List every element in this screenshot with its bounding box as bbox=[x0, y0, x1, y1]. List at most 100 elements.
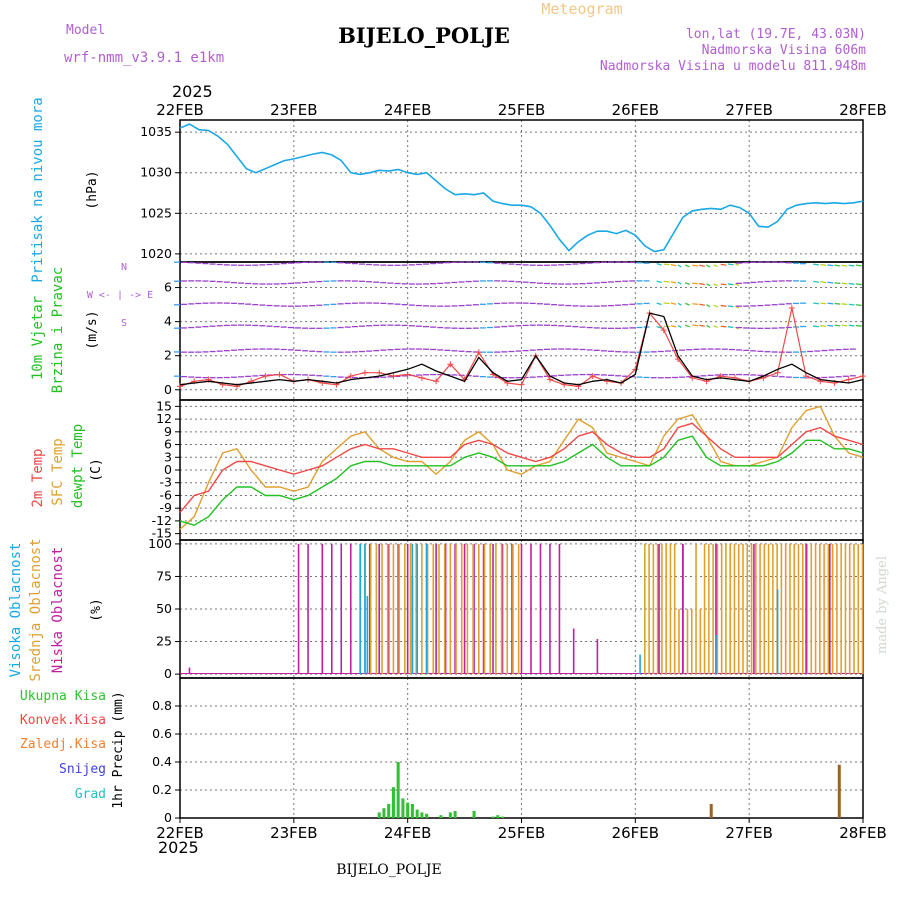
total-rain-bar bbox=[415, 809, 419, 818]
year-top: 2025 bbox=[172, 82, 213, 101]
wind-arrow bbox=[670, 325, 677, 328]
gust-marker bbox=[660, 327, 667, 334]
wind-arrow bbox=[656, 280, 662, 284]
compass-legend: W <- | -> E bbox=[87, 290, 153, 301]
wind-arrow bbox=[827, 264, 834, 267]
total-rain-bar bbox=[410, 804, 414, 818]
wind-ylabel-1: 10m Vjetar bbox=[30, 296, 46, 380]
total-rain-bar bbox=[377, 812, 381, 818]
x-date-top: 25FEB bbox=[498, 101, 545, 119]
wind-arrow bbox=[713, 304, 718, 308]
pressure-unit: (hPa) bbox=[85, 170, 100, 209]
gust-marker bbox=[803, 373, 810, 380]
gust-marker bbox=[518, 381, 525, 388]
gust-marker bbox=[774, 369, 781, 376]
gust-marker bbox=[860, 373, 866, 380]
wind-arrow bbox=[820, 281, 827, 284]
cloud-unit: (%) bbox=[89, 598, 104, 621]
wind-arrow bbox=[827, 324, 834, 327]
wind-arrow bbox=[670, 281, 677, 284]
total-rain-bar bbox=[406, 802, 410, 818]
x-date-top: 26FEB bbox=[612, 101, 659, 119]
y-tick-label: 100 bbox=[148, 536, 172, 551]
y-tick-label: 6 bbox=[164, 437, 172, 452]
wind-arrow bbox=[727, 326, 734, 329]
footer-station: BIJELO_POLJE bbox=[336, 862, 441, 878]
wind-arrow bbox=[841, 324, 848, 327]
total-rain-bar bbox=[425, 813, 429, 818]
legend-hail: Grad bbox=[75, 787, 106, 802]
gust-marker bbox=[433, 378, 440, 385]
y-tick-label: 0.8 bbox=[152, 698, 172, 713]
y-tick-label: 1020 bbox=[140, 246, 172, 261]
y-tick-label: 0 bbox=[164, 382, 172, 397]
x-date-top: 22FEB bbox=[156, 101, 203, 119]
wind-arrow bbox=[699, 324, 705, 327]
y-tick-label: -3 bbox=[160, 475, 172, 490]
temp-unit: (C) bbox=[89, 458, 104, 481]
wind-arrow bbox=[706, 264, 711, 268]
wind-arrow bbox=[677, 281, 682, 285]
wind-arrow bbox=[699, 303, 705, 306]
model-altitude-label: Nadmorska Visina u modelu 811.948m bbox=[600, 59, 866, 74]
legend-conv: Konvek.Kisa bbox=[20, 713, 106, 728]
wind-arrow bbox=[848, 303, 855, 306]
legend-total: Ukupna Kisa bbox=[20, 689, 106, 704]
freezing-rain-bar bbox=[709, 804, 713, 818]
wind-arrow bbox=[848, 282, 855, 285]
model-name: wrf-nmm_v3.9.1 e1km bbox=[64, 50, 224, 66]
wind-arrow bbox=[684, 324, 690, 328]
gust-marker bbox=[404, 371, 411, 378]
wind-arrow bbox=[834, 282, 841, 285]
gust-marker bbox=[376, 369, 383, 376]
wind-arrow bbox=[706, 283, 711, 287]
wind-arrow bbox=[827, 281, 834, 284]
wind-arrow bbox=[699, 282, 705, 286]
wind-arrow bbox=[813, 302, 820, 305]
total-rain-bar bbox=[420, 812, 424, 818]
y-tick-label: 75 bbox=[156, 568, 172, 583]
y-tick-label: -15 bbox=[152, 526, 172, 541]
wind-arrow bbox=[670, 263, 677, 267]
freezing-rain-bar bbox=[837, 764, 841, 818]
gust-marker bbox=[361, 369, 368, 376]
credit-label: made by Angel bbox=[875, 556, 890, 654]
total-rain-bar bbox=[448, 812, 452, 818]
gust-marker bbox=[347, 373, 354, 380]
x-date-bottom: 24FEB bbox=[384, 824, 431, 842]
total-rain-bar bbox=[382, 808, 386, 818]
y-tick-label: 9 bbox=[164, 424, 172, 439]
wind-arrow bbox=[720, 304, 727, 307]
y-tick-label: 50 bbox=[156, 601, 172, 616]
sfc-ylabel: SFC Temp bbox=[50, 438, 66, 505]
x-date-bottom: 25FEB bbox=[498, 824, 545, 842]
wind-arrow bbox=[734, 283, 740, 287]
y-tick-label: 2 bbox=[164, 348, 172, 363]
gust-marker bbox=[262, 373, 269, 380]
y-tick-label: 0.2 bbox=[152, 782, 172, 797]
y-tick-label: 0.4 bbox=[152, 754, 172, 769]
y-tick-label: 6 bbox=[164, 280, 172, 295]
x-date-top: 24FEB bbox=[384, 101, 431, 119]
temp2m-line bbox=[179, 422, 864, 513]
y-tick-label: -12 bbox=[152, 513, 172, 528]
x-date-top: 23FEB bbox=[270, 101, 317, 119]
y-tick-label: 0.6 bbox=[152, 726, 172, 741]
total-rain-bar bbox=[396, 762, 400, 818]
wind-arrow bbox=[684, 302, 690, 306]
wind-arrow bbox=[727, 263, 734, 266]
x-date-bottom: 26FEB bbox=[612, 824, 659, 842]
total-rain-bar bbox=[453, 811, 457, 818]
y-tick-label: 1030 bbox=[140, 165, 172, 180]
wind-arrow bbox=[706, 304, 711, 308]
total-rain-bar bbox=[472, 811, 476, 818]
chart-marks: 1020102510301035024615129630-3-6-9-12-15… bbox=[140, 101, 887, 842]
wind-arrow bbox=[848, 264, 855, 267]
wind-speed-line bbox=[179, 312, 864, 386]
low-cloud-ylabel: Niska Oblacnost bbox=[50, 547, 66, 673]
wind-arrow bbox=[820, 302, 827, 305]
y-tick-label: 0 bbox=[164, 462, 172, 477]
wind-arrow bbox=[855, 283, 862, 286]
wind-arrow bbox=[834, 324, 841, 327]
